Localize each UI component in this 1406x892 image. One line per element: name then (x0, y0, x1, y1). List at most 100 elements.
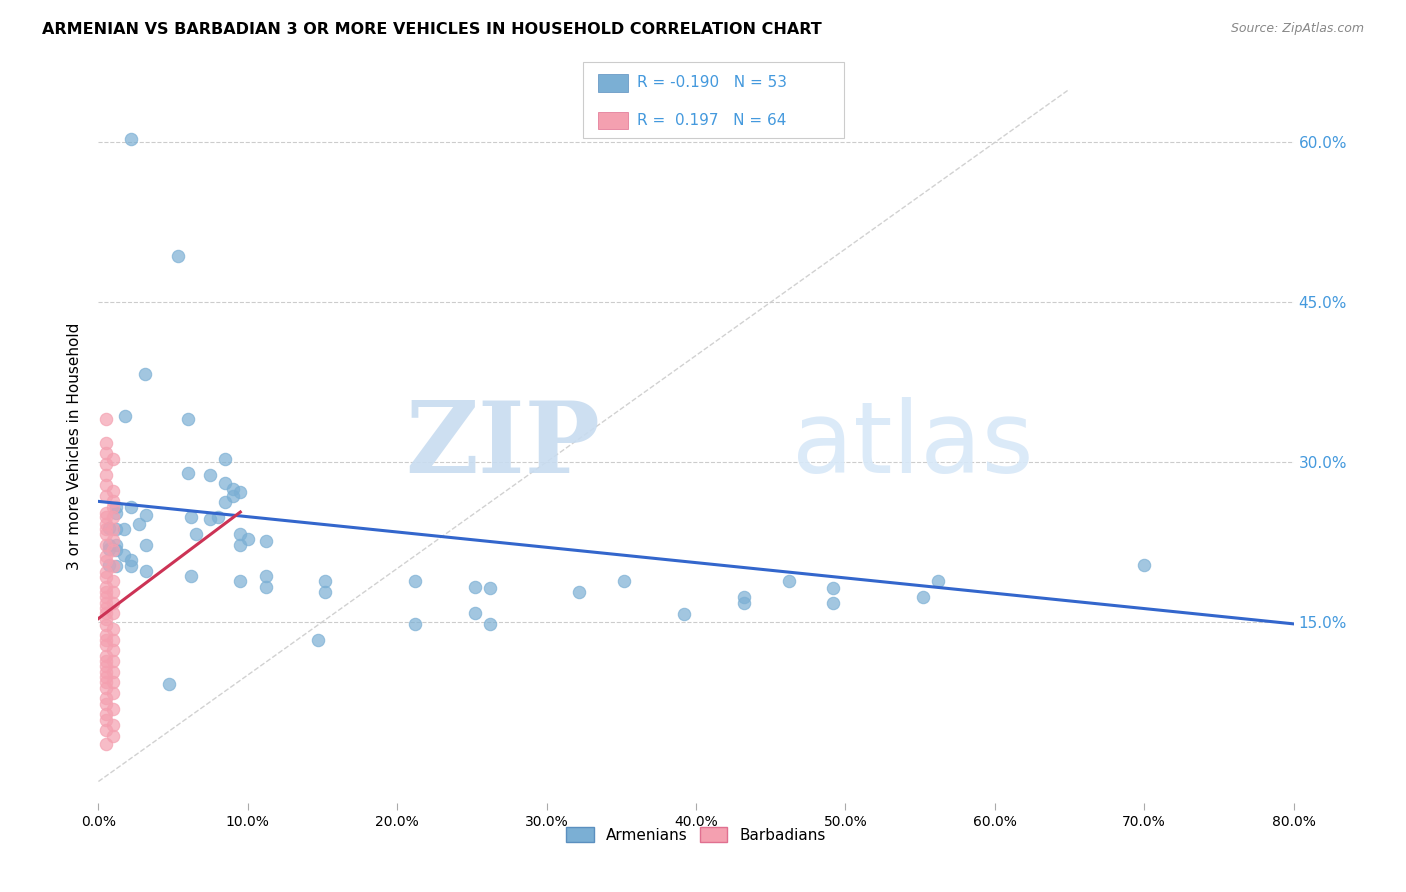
Point (229, 538, 252, 552)
Point (105, 522, 128, 536)
Point (94, 697, 117, 711)
Point (94, 638, 117, 652)
Point (184, 527, 207, 541)
Legend: Armenians, Barbadians: Armenians, Barbadians (560, 821, 832, 848)
Point (94, 654, 117, 668)
Point (94, 510, 117, 524)
Point (94, 675, 117, 690)
Point (778, 574, 800, 589)
Point (103, 665, 125, 679)
Point (307, 632, 329, 647)
Point (105, 543, 128, 558)
Point (214, 476, 236, 491)
Y-axis label: 3 or more Vehicles in Household: 3 or more Vehicles in Household (67, 322, 83, 570)
Point (180, 569, 202, 583)
Point (823, 596, 845, 610)
Point (94, 570, 117, 584)
Point (103, 596, 125, 610)
Point (97, 542, 120, 557)
Point (112, 522, 135, 536)
Point (157, 676, 180, 690)
Point (103, 500, 125, 514)
Point (94, 516, 117, 531)
Point (200, 512, 222, 526)
Point (103, 654, 125, 668)
Point (229, 527, 252, 541)
Point (94, 580, 117, 594)
Point (120, 500, 142, 514)
Point (103, 718, 125, 732)
Point (214, 451, 236, 466)
Point (94, 457, 117, 471)
Point (103, 483, 125, 498)
Point (94, 585, 117, 599)
Point (94, 435, 117, 450)
Point (733, 596, 755, 610)
Point (94, 618, 117, 632)
Text: Source: ZipAtlas.com: Source: ZipAtlas.com (1230, 22, 1364, 36)
Point (103, 559, 125, 574)
Point (94, 478, 117, 492)
Point (177, 412, 200, 426)
Point (254, 533, 277, 548)
Point (134, 367, 156, 381)
Point (105, 538, 128, 552)
Point (112, 548, 135, 562)
Point (404, 574, 426, 589)
Point (613, 574, 636, 589)
Point (464, 580, 486, 594)
Point (229, 484, 252, 499)
Point (94, 596, 117, 610)
Point (135, 538, 157, 552)
Point (120, 559, 142, 574)
Point (94, 707, 117, 722)
Point (94, 538, 117, 552)
Point (103, 543, 125, 558)
Point (103, 632, 125, 647)
Point (236, 532, 259, 546)
Point (97, 558, 120, 573)
Point (97, 538, 120, 552)
Text: ZIP: ZIP (405, 398, 600, 494)
Point (94, 506, 117, 520)
Text: R =  0.197   N = 64: R = 0.197 N = 64 (637, 113, 786, 128)
Point (103, 510, 125, 524)
Point (823, 581, 845, 595)
Point (94, 565, 117, 579)
Point (254, 569, 277, 583)
Point (94, 665, 117, 679)
Point (478, 616, 501, 631)
Point (105, 506, 128, 520)
Point (94, 681, 117, 695)
Point (94, 591, 117, 605)
Point (103, 585, 125, 599)
Point (105, 500, 128, 514)
Point (103, 533, 125, 547)
Point (128, 516, 150, 531)
Point (927, 574, 949, 589)
Point (103, 622, 125, 636)
Point (673, 607, 696, 622)
Point (94, 737, 117, 751)
Point (94, 691, 117, 706)
Point (97, 521, 120, 535)
Point (254, 580, 277, 594)
Point (94, 554, 117, 568)
Point (103, 606, 125, 620)
Text: ARMENIAN VS BARBADIAN 3 OR MORE VEHICLES IN HOUSEHOLD CORRELATION CHART: ARMENIAN VS BARBADIAN 3 OR MORE VEHICLES… (42, 22, 823, 37)
Point (105, 559, 128, 574)
Point (94, 670, 117, 684)
Point (94, 527, 117, 541)
Point (568, 585, 591, 599)
Point (103, 702, 125, 716)
Point (222, 489, 245, 503)
Text: atlas: atlas (792, 398, 1033, 494)
Point (120, 132, 142, 146)
Point (177, 466, 200, 480)
Point (94, 467, 117, 482)
Point (94, 606, 117, 620)
Point (103, 494, 125, 508)
Point (733, 591, 755, 605)
Point (94, 723, 117, 738)
Point (135, 564, 157, 578)
